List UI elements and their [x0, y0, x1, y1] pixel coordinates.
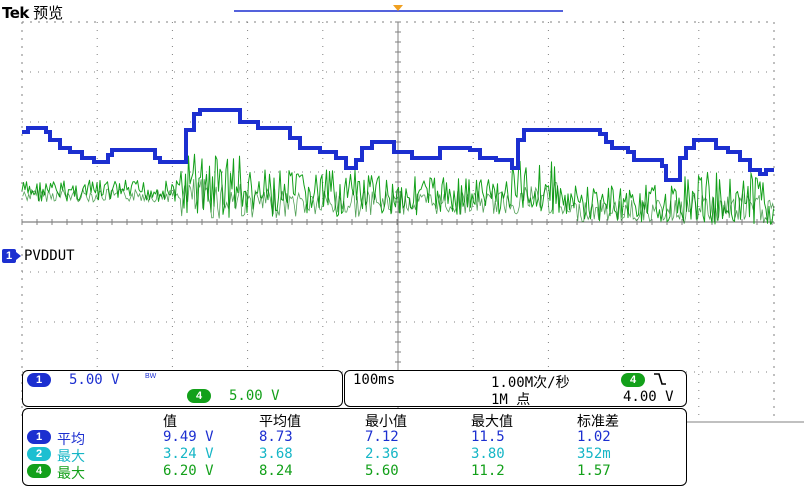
ch1-ground-marker[interactable]: 1 [2, 249, 21, 263]
app-title: Tek 预览 [2, 2, 63, 23]
ch4-waveform [21, 153, 774, 225]
measurements-panel[interactable]: 值 平均值 最小值 最大值 标准差 1 平均 9.49 V 8.73 7.12 11.5 1.02 2 最… [22, 408, 687, 486]
falling-edge-icon [653, 371, 667, 387]
measurement-header: 最小值 [365, 413, 407, 429]
ch1-badge[interactable]: 1 [27, 373, 51, 387]
measurement-channel-badge[interactable]: 4 [27, 464, 51, 478]
measurement-header: 最大值 [471, 413, 513, 429]
measurement-channel-badge[interactable]: 2 [27, 447, 51, 461]
measurement-value: 11.5 [471, 429, 505, 445]
sample-rate: 1.00M次/秒 [491, 375, 570, 391]
brand-logo: Tek [2, 4, 29, 22]
ch1-waveform [22, 108, 774, 182]
trigger-level: 4.00 V [623, 389, 674, 405]
measurement-type: 平均 [57, 431, 85, 447]
timebase-panel[interactable]: 100ms 1.00M次/秒 1M 点 4 4.00 V [344, 370, 687, 408]
measurement-type: 最大 [57, 465, 85, 481]
mode-label: 预览 [33, 5, 64, 22]
ch4-scale: 5.00 V [229, 388, 280, 404]
channel-scale-panel[interactable]: 1 5.00 V BW 4 5.00 V [22, 370, 343, 407]
record-length: 1M 点 [491, 392, 531, 408]
ch1-trace-label: PVDDUT [24, 248, 75, 264]
measurement-value: 1.02 [577, 429, 611, 445]
ch4-badge[interactable]: 4 [187, 389, 211, 403]
measurement-value: 3.24 V [163, 446, 214, 462]
measurement-value: 6.20 V [163, 463, 214, 479]
graticule [21, 21, 804, 423]
measurement-value: 7.12 [365, 429, 399, 445]
measurement-channel-badge[interactable]: 1 [27, 430, 51, 444]
ch1-bandwidth-icon: BW [145, 373, 157, 380]
measurement-value: 5.60 [365, 463, 399, 479]
measurement-value: 9.49 V [163, 429, 214, 445]
ch4-waveform-envelope [22, 179, 775, 224]
trigger-position-marker[interactable] [393, 5, 403, 11]
measurement-header: 标准差 [577, 413, 619, 429]
measurement-value: 11.2 [471, 463, 505, 479]
ch1-scale: 5.00 V [69, 372, 120, 388]
measurement-type: 最大 [57, 448, 85, 464]
measurement-value: 8.24 [259, 463, 293, 479]
measurement-header: 值 [163, 413, 177, 429]
measurement-value: 1.57 [577, 463, 611, 479]
measurement-value: 3.68 [259, 446, 293, 462]
time-per-div: 100ms [353, 372, 396, 388]
measurement-value: 3.80 [471, 446, 505, 462]
measurement-value: 352m [577, 446, 611, 462]
measurement-value: 8.73 [259, 429, 293, 445]
trigger-source-badge[interactable]: 4 [621, 373, 645, 387]
measurement-value: 2.36 [365, 446, 399, 462]
measurement-header: 平均值 [259, 413, 301, 429]
